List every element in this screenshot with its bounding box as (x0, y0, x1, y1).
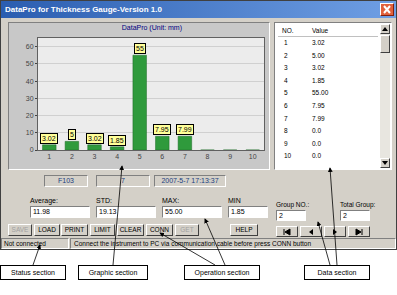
svg-text:55: 55 (136, 45, 144, 52)
html-text:1: 1 (284, 39, 288, 46)
svg-text:3.02: 3.02 (42, 135, 56, 142)
html-text:SAVE: SAVE (11, 226, 29, 233)
html-text:1.85: 1.85 (312, 76, 325, 84)
html-text:Graphic section: Graphic section (88, 269, 138, 276)
html-text:GET: GET (180, 226, 194, 233)
html-text:HELP: HELP (235, 226, 253, 233)
svg-text:40: 40 (26, 78, 34, 85)
html-text:5.00: 5.00 (312, 51, 325, 59)
html-text:19.13: 19.13 (99, 208, 117, 215)
html-text:DataPro for Thickness Gauge-Ve: DataPro for Thickness Gauge-Version 1.0 (5, 5, 162, 14)
svg-text:7.95: 7.95 (155, 126, 169, 133)
svg-text:4: 4 (115, 153, 119, 160)
html-text:5: 5 (284, 89, 288, 97)
svg-text:7.99: 7.99 (178, 126, 192, 133)
html-text:6: 6 (284, 102, 288, 109)
html-text:2: 2 (284, 51, 288, 59)
svg-text:9: 9 (228, 153, 232, 160)
html-text:Total Group:: Total Group: (340, 201, 376, 208)
html-text:0.0: 0.0 (312, 152, 321, 160)
html-text:Average:: Average: (30, 197, 58, 204)
html-text:7: 7 (121, 177, 125, 184)
html-text:8: 8 (284, 127, 288, 135)
html-text:9: 9 (284, 139, 288, 147)
html-text:11.98: 11.98 (33, 208, 50, 215)
html-text:10: 10 (284, 152, 292, 160)
svg-text:10: 10 (249, 153, 257, 160)
html-text:LIMIT: LIMIT (94, 226, 111, 233)
svg-text:5: 5 (70, 131, 74, 138)
html-text:3.02: 3.02 (312, 39, 325, 46)
svg-text:8: 8 (206, 153, 210, 160)
html-text:Connect the instrument to PC v: Connect the instrument to PC via communi… (74, 240, 311, 247)
html-text:Status section: Status section (11, 269, 55, 276)
svg-text:0: 0 (30, 146, 34, 153)
html-text:CLEAR: CLEAR (119, 226, 142, 233)
svg-text:2: 2 (70, 153, 74, 160)
html-text:7.99: 7.99 (312, 114, 325, 122)
svg-text:6: 6 (160, 153, 164, 160)
html-text:7.95: 7.95 (312, 102, 325, 109)
html-text:Data section: Data section (317, 269, 357, 276)
html-text:55.00: 55.00 (312, 89, 329, 97)
html-text:2007-5-7 17:13:37: 2007-5-7 17:13:37 (161, 177, 219, 184)
html-text:NO.: NO. (282, 27, 294, 34)
html-text:Operation section: Operation section (194, 269, 250, 276)
html-text:7: 7 (284, 114, 288, 122)
html-text:LOAD: LOAD (38, 226, 56, 233)
html-text:0.0: 0.0 (312, 127, 321, 135)
html-text:1.85: 1.85 (231, 208, 245, 215)
svg-text:60: 60 (26, 43, 34, 50)
svg-text:5: 5 (138, 153, 142, 160)
html-text:PRINT: PRINT (64, 226, 85, 233)
html-text:4: 4 (284, 76, 288, 84)
html-text:Value: Value (312, 27, 329, 34)
html-text:3: 3 (284, 64, 288, 72)
svg-text:10: 10 (26, 129, 34, 136)
svg-text:3.02: 3.02 (88, 135, 102, 142)
html-text:CONN: CONN (149, 226, 170, 233)
html-text:STD:: STD: (96, 197, 112, 204)
svg-text:1: 1 (47, 153, 51, 160)
svg-text:30: 30 (26, 95, 34, 102)
html-text:3.02: 3.02 (312, 64, 325, 72)
html-text:55.00: 55.00 (165, 208, 183, 215)
html-text:F103: F103 (58, 177, 74, 184)
html-text:2: 2 (343, 212, 347, 219)
html-text:MAX:: MAX: (162, 197, 180, 204)
svg-text:3: 3 (93, 153, 97, 160)
svg-text:50: 50 (26, 60, 34, 67)
html-text:Group NO.:: Group NO.: (276, 201, 310, 208)
svg-text:DataPro (Unit: mm): DataPro (Unit: mm) (122, 24, 182, 32)
html-text:0.0: 0.0 (312, 139, 321, 147)
svg-text:7: 7 (183, 153, 187, 160)
svg-text:1.85: 1.85 (110, 137, 124, 144)
html-text:Not connected: Not connected (4, 240, 46, 247)
html-text:MIN: MIN (228, 197, 241, 204)
html-text:2: 2 (279, 212, 283, 219)
svg-text:20: 20 (26, 112, 34, 119)
